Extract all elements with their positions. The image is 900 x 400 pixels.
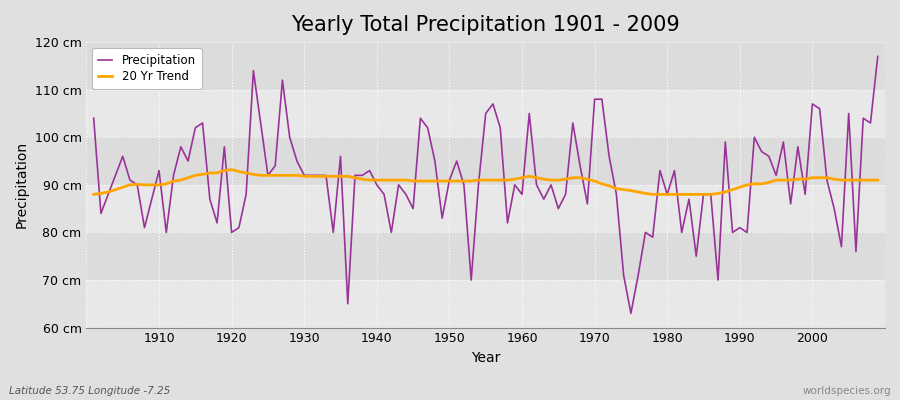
Title: Yearly Total Precipitation 1901 - 2009: Yearly Total Precipitation 1901 - 2009: [292, 15, 680, 35]
Bar: [86, 280, 885, 328]
Precipitation: [147, 197, 158, 202]
Precipitation: [306, 173, 317, 178]
Precipitation: [604, 154, 615, 159]
Bar: [86, 90, 885, 137]
Precipitation: [517, 192, 527, 197]
Text: Latitude 53.75 Longitude -7.25: Latitude 53.75 Longitude -7.25: [9, 386, 170, 396]
Line: 20 Yr Trend: 20 Yr Trend: [94, 170, 878, 194]
Bar: [86, 42, 885, 90]
Y-axis label: Precipitation: Precipitation: [15, 141, 29, 228]
Precipitation: [509, 182, 520, 187]
20 Yr Trend: [611, 186, 622, 191]
Precipitation: [626, 311, 636, 316]
Bar: [86, 185, 885, 232]
20 Yr Trend: [872, 178, 883, 182]
20 Yr Trend: [147, 182, 158, 187]
20 Yr Trend: [517, 175, 527, 180]
Bar: [86, 137, 885, 185]
20 Yr Trend: [357, 177, 368, 182]
Text: worldspecies.org: worldspecies.org: [803, 386, 891, 396]
20 Yr Trend: [226, 167, 237, 172]
Precipitation: [88, 116, 99, 121]
Line: Precipitation: Precipitation: [94, 56, 878, 313]
20 Yr Trend: [313, 174, 324, 179]
Precipitation: [872, 54, 883, 59]
Legend: Precipitation, 20 Yr Trend: Precipitation, 20 Yr Trend: [93, 48, 202, 89]
20 Yr Trend: [524, 174, 535, 179]
Bar: [86, 232, 885, 280]
Precipitation: [349, 173, 360, 178]
X-axis label: Year: Year: [471, 351, 500, 365]
20 Yr Trend: [88, 192, 99, 197]
